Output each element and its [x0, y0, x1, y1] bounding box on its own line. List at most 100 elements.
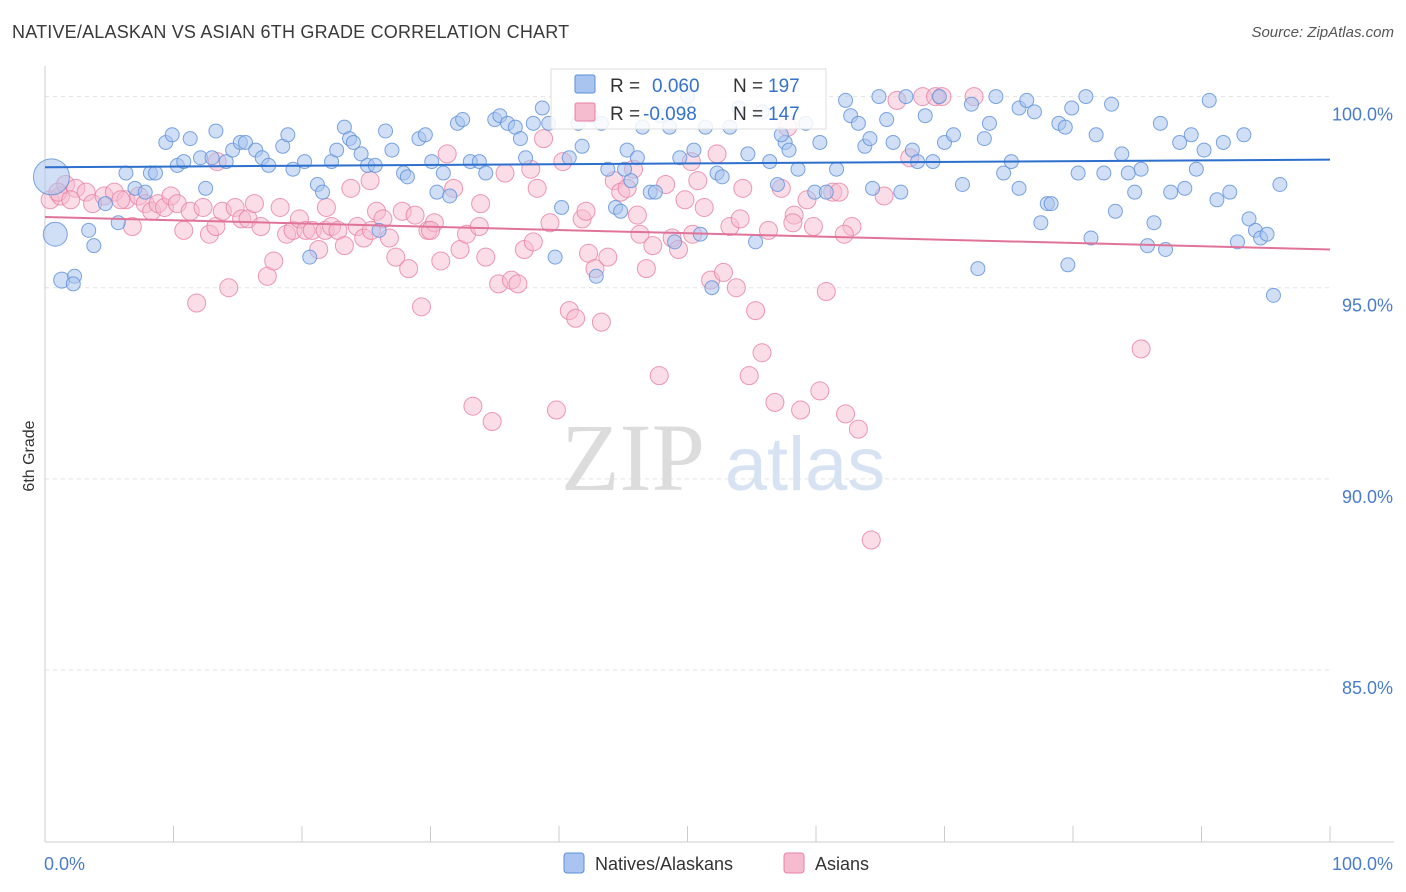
- source-label: Source: ZipAtlas.com: [1251, 24, 1394, 41]
- asian-point-54: [412, 297, 432, 317]
- native-point-143: [1043, 196, 1059, 212]
- asian-point-139: [471, 194, 491, 214]
- native-point-103: [762, 154, 778, 170]
- native-point-11: [137, 184, 153, 200]
- native-point-139: [1019, 92, 1035, 108]
- native-point-146: [1064, 100, 1080, 116]
- native-point-125: [917, 108, 933, 124]
- native-point-183: [773, 127, 789, 143]
- native-point-13: [148, 165, 164, 181]
- y-tick-label-0: 100.0%: [1332, 105, 1393, 125]
- native-point-121: [893, 184, 909, 200]
- natives-n-label: N =: [733, 76, 768, 97]
- native-point-118: [871, 89, 887, 105]
- asian-point-105: [739, 366, 759, 386]
- asian-point-53: [405, 205, 425, 225]
- asian-point-46: [360, 171, 380, 191]
- native-point-26: [237, 134, 253, 150]
- asian-point-100: [707, 144, 727, 164]
- x-tick-label-0: 0.0%: [44, 854, 85, 874]
- native-point-179: [1272, 177, 1288, 193]
- y-tick-label-2: 90.0%: [1342, 487, 1393, 507]
- asian-point-32: [270, 197, 290, 217]
- asian-point-90: [643, 236, 663, 256]
- asian-point-52: [399, 259, 419, 279]
- native-point-22: [208, 123, 224, 139]
- native-point-82: [623, 173, 639, 189]
- watermark-zip: ZIP: [561, 404, 705, 511]
- native-point-60: [478, 165, 494, 181]
- native-point-41: [345, 134, 361, 150]
- asian-point-140: [523, 232, 543, 252]
- native-point-132: [970, 261, 986, 277]
- asian-point-58: [437, 144, 457, 164]
- asian-point-120: [836, 404, 856, 424]
- native-point-147: [1070, 165, 1086, 181]
- asian-point-20: [193, 197, 213, 217]
- native-point-117: [865, 180, 881, 196]
- native-point-157: [1133, 161, 1149, 177]
- native-point-76: [588, 268, 604, 284]
- asian-point-64: [476, 247, 496, 267]
- native-point-163: [1172, 134, 1188, 150]
- asian-point-136: [316, 197, 336, 217]
- y-tick-label-3: 85.0%: [1342, 678, 1393, 698]
- native-point-165: [1183, 127, 1199, 143]
- stats-legend: R = 0.060 N = 197 R = -0.098 N = 147: [550, 68, 827, 130]
- asian-point-103: [726, 278, 746, 298]
- native-point-180: [1060, 257, 1076, 273]
- native-point-49: [399, 169, 415, 185]
- asian-point-31: [264, 251, 284, 271]
- asians-trend-line: [44, 215, 1331, 251]
- native-point-71: [554, 199, 570, 215]
- asian-point-95: [675, 190, 695, 210]
- native-point-159: [1146, 215, 1162, 231]
- asian-point-138: [421, 220, 440, 240]
- native-point-15: [164, 127, 180, 143]
- native-point-115: [850, 115, 866, 131]
- native-point-81: [619, 142, 635, 158]
- native-point-80: [613, 203, 629, 219]
- native-point-167: [1196, 142, 1212, 158]
- gridlines: [45, 96, 1330, 671]
- native-point-174: [1241, 211, 1257, 227]
- asian-point-144: [730, 209, 750, 229]
- asians-n-label: N =: [733, 104, 768, 125]
- asians-r-value: -0.098: [643, 104, 697, 125]
- legend-asians-swatch: [783, 852, 805, 874]
- asian-point-74: [540, 213, 560, 233]
- native-point-106: [781, 142, 797, 158]
- native-point-133: [976, 131, 992, 147]
- asian-point-24: [219, 278, 239, 298]
- asian-point-117: [816, 282, 836, 302]
- native-point-140: [1026, 104, 1042, 120]
- tick-labels: 100.0% 95.0% 90.0% 85.0% 0.0% 100.0%: [44, 105, 1393, 874]
- asian-point-134: [111, 190, 131, 210]
- native-point-156: [1127, 184, 1143, 200]
- watermark: ZIP atlas: [561, 404, 885, 511]
- native-point-46: [378, 123, 394, 139]
- legend-natives-swatch: [563, 852, 585, 874]
- native-point-166: [1188, 161, 1204, 177]
- asian-point-83: [598, 247, 618, 267]
- native-point-111: [818, 184, 834, 200]
- native-point-120: [885, 134, 901, 150]
- native-point-92: [686, 142, 702, 158]
- native-point-9: [118, 165, 134, 181]
- native-point-150: [1088, 127, 1104, 143]
- asian-point-123: [861, 530, 881, 550]
- native-point-53: [429, 184, 445, 200]
- native-point-67: [525, 115, 541, 131]
- native-point-170: [1215, 134, 1231, 150]
- asian-point-73: [534, 129, 554, 149]
- asian-point-97: [688, 171, 708, 191]
- natives-r-label: R =: [610, 76, 645, 97]
- asian-point-106: [746, 301, 766, 321]
- native-point-153: [1107, 203, 1123, 219]
- asian-point-69: [508, 274, 528, 294]
- asian-point-122: [848, 419, 868, 439]
- native-point-172: [1229, 234, 1245, 250]
- asian-point-72: [527, 178, 547, 198]
- native-point-0: [32, 158, 70, 196]
- native-point-65: [512, 131, 528, 147]
